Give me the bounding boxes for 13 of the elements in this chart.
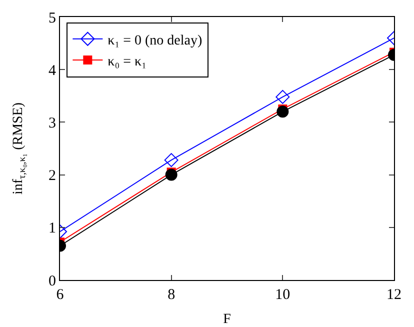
x-tick-label: 10 (275, 287, 290, 303)
x-tick-label: 12 (386, 287, 402, 303)
y-tick-label: 0 (48, 273, 56, 290)
y-tick-label: 5 (48, 10, 56, 26)
y-tick-label: 3 (48, 115, 56, 132)
legend-label: κ₀ = κ₁ (108, 54, 146, 70)
legend-label: κ₁ = 0 (no delay) (108, 33, 202, 48)
x-tick-label: 6 (56, 287, 64, 303)
x-tick-label: 8 (168, 287, 176, 303)
y-tick-label: 4 (48, 62, 56, 79)
y-tick-label: 1 (48, 220, 56, 237)
y-tick-label: 2 (48, 168, 56, 184)
x-axis-title: F (223, 312, 232, 327)
